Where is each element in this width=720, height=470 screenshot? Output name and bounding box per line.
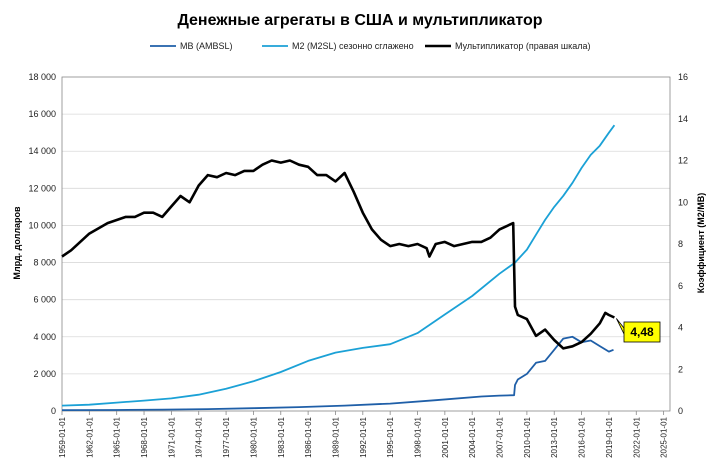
callout-box [623,321,661,343]
y-tick-label: 8 000 [33,258,56,268]
y2-tick-label: 6 [678,281,683,291]
legend-label-2: M2 (M2SL) сезонно сглажено [292,41,414,51]
y2-tick-label: 2 [678,364,683,374]
x-tick-label: 2019-01-01 [605,416,614,457]
x-tick-label: 2025-01-01 [660,416,669,457]
y-tick-label: 14 000 [28,146,56,156]
value-callout: 4,48 [616,318,661,343]
x-axis: 1959-01-01 1962-01-01 1965-01-01 1968-01-01… [58,411,669,458]
x-tick-label: 1992-01-01 [359,416,368,457]
y2-tick-label: 8 [678,239,683,249]
x-tick-label: 1971-01-01 [167,416,176,457]
x-tick-label: 1986-01-01 [304,416,313,457]
x-tick-label: 2007-01-01 [496,416,505,457]
y-axis-left: 0 2 000 4 000 6 000 8 000 10 000 12 000 14 000 1… [28,72,56,416]
y-tick-label: 4 000 [33,332,56,342]
x-tick-label: 1974-01-01 [195,416,204,457]
x-tick-label: 1983-01-01 [277,416,286,457]
legend-label-3: Мультипликатор (правая шкала) [455,41,590,51]
y-tick-label: 6 000 [33,295,56,305]
series-layer [61,124,616,411]
series-line-3 [61,159,615,350]
x-tick-label: 2022-01-01 [632,416,641,457]
y2-tick-label: 14 [678,114,688,124]
y-tick-label: 2 000 [33,369,56,379]
y2-tick-label: 10 [678,197,688,207]
legend-label-1: MB (AMBSL) [180,41,233,51]
legend: MB (AMBSL) M2 (M2SL) сезонно сглажено Муль… [150,41,590,51]
y-tick-label: 12 000 [28,183,56,193]
x-tick-label: 2010-01-01 [523,416,532,457]
y2-axis-label: Коэффициент (M2/MB) [696,193,706,294]
y2-tick-label: 4 [678,323,683,333]
y2-tick-label: 0 [678,406,683,416]
callout-label: 4,48 [630,325,654,339]
y2-tick-label: 12 [678,156,688,166]
x-tick-label: 1968-01-01 [140,416,149,457]
y-axis-right: 0 2 4 6 8 10 12 14 16 [678,72,688,416]
x-tick-label: 1980-01-01 [249,416,258,457]
x-tick-label: 1977-01-01 [222,416,231,457]
grid [62,113,670,375]
x-tick-label: 1962-01-01 [85,416,94,457]
y-tick-label: 18 000 [28,72,56,82]
y-axis-label: Млрд. долларов [12,206,22,280]
y-tick-label: 16 000 [28,109,56,119]
x-tick-label: 2016-01-01 [578,416,587,457]
y-tick-label: 10 000 [28,220,56,230]
x-tick-label: 1965-01-01 [113,416,122,457]
x-tick-label: 1989-01-01 [331,416,340,457]
x-tick-label: 2013-01-01 [550,416,559,457]
x-tick-label: 2001-01-01 [441,416,450,457]
series-line-2 [61,124,616,407]
y2-tick-label: 16 [678,72,688,82]
y-tick-label: 0 [51,406,56,416]
x-tick-label: 1998-01-01 [414,416,423,457]
plot-frame [61,76,671,412]
x-tick-label: 1959-01-01 [58,416,67,457]
x-tick-label: 1995-01-01 [386,416,395,457]
x-tick-label: 2004-01-01 [468,416,477,457]
chart-title: Денежные агрегаты в США и мультипликатор [177,12,542,29]
